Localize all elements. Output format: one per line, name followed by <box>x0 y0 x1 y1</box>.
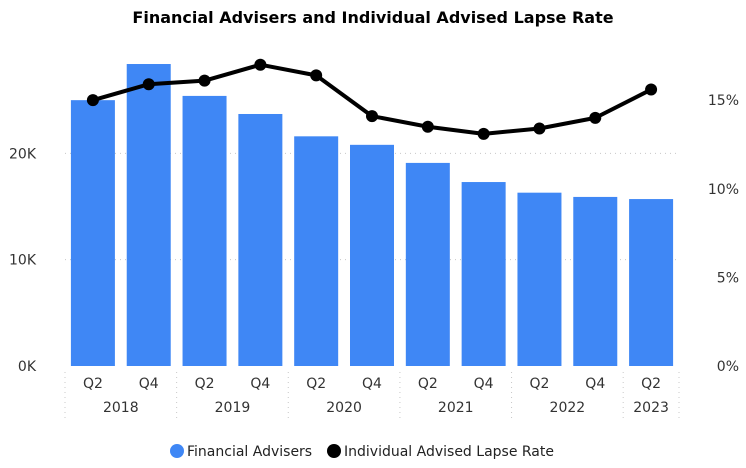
x-tick-quarter: Q4 <box>474 376 494 392</box>
x-tick-year: 2020 <box>326 400 362 416</box>
legend: Financial Advisers Individual Advised La… <box>170 444 554 460</box>
x-tick-year: 2022 <box>550 400 586 416</box>
x-tick-year: 2023 <box>633 400 669 416</box>
point-lapse-rate <box>645 83 658 96</box>
bar-financial-advisers <box>517 192 562 366</box>
bar-financial-advisers <box>629 199 674 366</box>
bar-financial-advisers <box>573 196 618 366</box>
left-tick-label: 20K <box>9 146 37 162</box>
left-tick-label: 10K <box>9 253 37 269</box>
bar-series <box>70 64 674 367</box>
x-tick-quarter: Q4 <box>362 376 382 392</box>
x-tick-year: 2019 <box>215 400 251 416</box>
bar-financial-advisers <box>182 95 227 366</box>
point-lapse-rate <box>198 74 211 87</box>
line-lapse-rate <box>90 62 654 136</box>
right-tick-label: 10% <box>708 182 739 198</box>
legend-marker-financial-advisers <box>170 444 184 458</box>
point-lapse-rate <box>86 94 99 107</box>
point-lapse-rate <box>142 78 155 91</box>
right-tick-label: 5% <box>717 270 739 286</box>
x-tick-year: 2021 <box>438 400 474 416</box>
bar-financial-advisers <box>294 136 339 366</box>
legend-label-lapse-rate: Individual Advised Lapse Rate <box>344 444 554 460</box>
point-lapse-rate <box>366 110 378 123</box>
x-tick-quarter: Q4 <box>139 376 159 392</box>
x-tick-quarter: Q2 <box>195 376 215 392</box>
point-lapse-rate <box>589 111 602 124</box>
left-tick-label: 0K <box>18 359 37 375</box>
bar-financial-advisers <box>350 144 394 366</box>
left-axis: 0K 10K 20K <box>9 146 37 375</box>
legend-marker-lapse-rate <box>327 444 341 458</box>
point-lapse-rate <box>421 120 434 133</box>
point-lapse-rate <box>254 58 267 71</box>
x-tick-quarter: Q2 <box>83 376 103 392</box>
point-lapse-rate <box>477 127 490 140</box>
right-tick-label: 0% <box>717 359 739 375</box>
x-tick-quarter: Q2 <box>529 376 549 392</box>
x-tick-year: 2018 <box>103 400 139 416</box>
bar-financial-advisers <box>238 113 283 367</box>
x-tick-quarter: Q2 <box>306 376 326 392</box>
bar-financial-advisers <box>405 162 450 366</box>
x-tick-quarter: Q2 <box>641 376 661 392</box>
x-tick-quarter: Q2 <box>418 376 438 392</box>
bar-financial-advisers <box>461 182 506 366</box>
point-lapse-rate <box>310 69 323 82</box>
chart-title: Financial Advisers and Individual Advise… <box>132 8 613 27</box>
bar-financial-advisers <box>126 64 171 366</box>
legend-label-financial-advisers: Financial Advisers <box>187 444 312 460</box>
line-series <box>86 58 658 140</box>
x-tick-quarter: Q4 <box>585 376 605 392</box>
right-axis: 0% 5% 10% 15% <box>708 93 739 375</box>
bar-financial-advisers <box>70 100 115 367</box>
point-lapse-rate <box>533 122 546 135</box>
right-tick-label: 15% <box>708 93 739 109</box>
x-tick-quarter: Q4 <box>250 376 270 392</box>
